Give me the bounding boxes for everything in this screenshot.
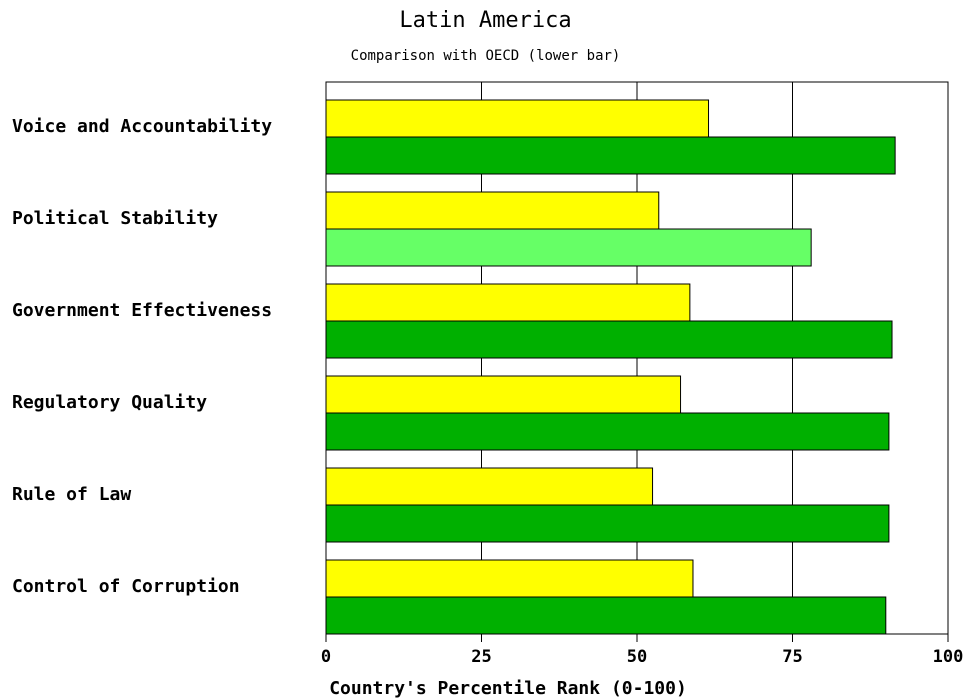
bar-country-3 xyxy=(325,283,691,322)
bar-oecd-1 xyxy=(325,136,896,175)
category-label: Rule of Law xyxy=(12,484,131,505)
chart-title: Latin America xyxy=(399,8,572,33)
category-label: Control of Corruption xyxy=(12,576,240,597)
category-label: Regulatory Quality xyxy=(12,392,207,413)
bar-oecd-2 xyxy=(325,228,812,267)
x-tick-label: 0 xyxy=(321,647,331,667)
bar-country-5 xyxy=(325,467,654,506)
bar-country-2 xyxy=(325,191,660,230)
chart-subtitle: Comparison with OECD (lower bar) xyxy=(350,48,621,64)
x-tick-label: 25 xyxy=(471,647,491,667)
category-label: Voice and Accountability xyxy=(12,116,272,137)
bar-oecd-4 xyxy=(325,412,890,451)
bar-oecd-5 xyxy=(325,504,890,543)
bar-country-1 xyxy=(325,99,710,138)
x-tick-label: 50 xyxy=(627,647,647,667)
category-label: Political Stability xyxy=(12,208,218,229)
bar-country-4 xyxy=(325,375,682,414)
plot-frame xyxy=(325,81,949,635)
x-tick-label: 75 xyxy=(782,647,802,667)
x-tick-label: 100 xyxy=(933,647,964,667)
category-label: Government Effectiveness xyxy=(12,300,272,321)
bar-country-6 xyxy=(325,559,694,598)
x-axis-title: Country's Percentile Rank (0-100) xyxy=(329,678,687,698)
bar-oecd-3 xyxy=(325,320,893,359)
bar-oecd-6 xyxy=(325,596,887,635)
